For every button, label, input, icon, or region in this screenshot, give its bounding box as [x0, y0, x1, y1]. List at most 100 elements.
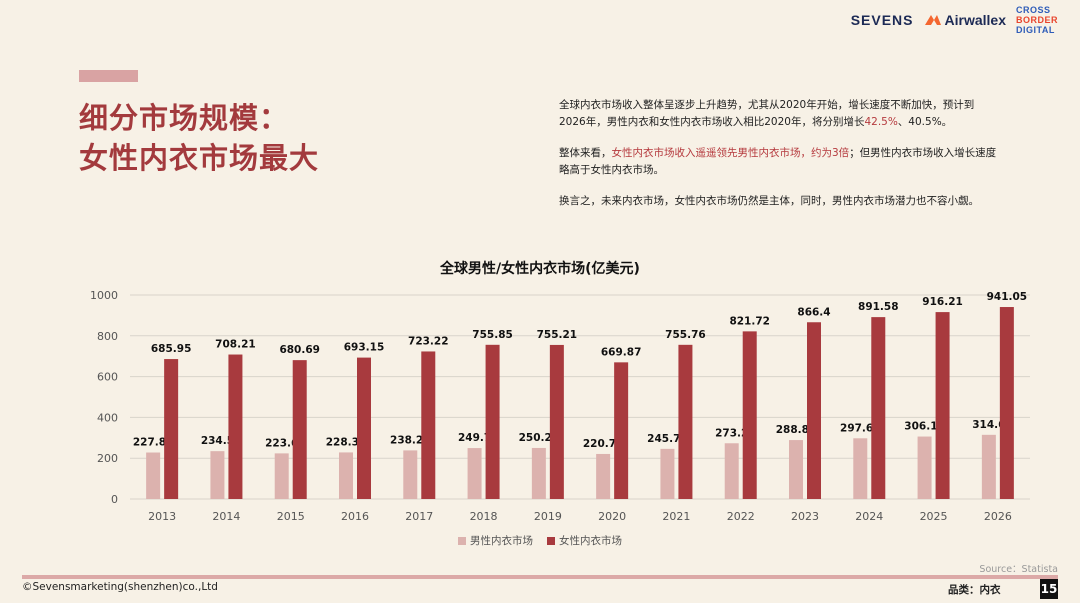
data-label-women: 755.21	[537, 329, 578, 341]
x-tick-label: 2025	[920, 510, 948, 523]
data-label-women: 685.95	[151, 343, 192, 355]
p1-text: 全球内衣市场收入整体呈逐步上升趋势，尤其从2020年开始，增长速度不断加快，预计…	[559, 99, 975, 128]
cross-border-digital-logo: CROSS BORDER DIGITAL	[1016, 5, 1058, 35]
airwallex-logo: Airwallex	[924, 12, 1006, 28]
p1-highlight: 42.5%	[864, 116, 898, 128]
bar-men	[210, 451, 225, 499]
bar-women	[357, 357, 371, 499]
cbd-logo-line3: DIGITAL	[1015, 25, 1055, 35]
data-label-women: 669.87	[601, 346, 642, 358]
data-label-women: 891.58	[858, 301, 899, 313]
description-paragraph-3: 换言之，未来内衣市场，女性内衣市场仍然是主体，同时，男性内衣市场潜力也不容小觑。	[559, 195, 979, 207]
bar-women	[871, 317, 886, 499]
x-tick-label: 2017	[405, 510, 433, 523]
title-accent-bar	[79, 70, 138, 82]
data-label-women: 723.22	[408, 335, 449, 347]
legend-item-men: 男性内衣市场	[458, 533, 533, 548]
bar-women	[935, 312, 950, 499]
x-tick-label: 2016	[341, 510, 369, 523]
y-tick-label: 200	[97, 452, 118, 465]
bar-women	[421, 351, 436, 499]
bar-men	[596, 453, 611, 499]
data-label-men: 306.14	[904, 421, 945, 433]
x-tick-label: 2019	[534, 510, 562, 523]
data-label-women: 941.05	[987, 291, 1028, 303]
bar-men	[789, 440, 803, 499]
bar-men	[274, 453, 289, 499]
legend-swatch-women	[547, 536, 555, 545]
data-label-men: 250.24	[519, 432, 560, 444]
data-label-men: 297.64	[840, 422, 881, 434]
p2-head: 整体来看，	[559, 147, 612, 159]
bar-women	[485, 344, 500, 499]
page-number: 15	[1040, 579, 1058, 599]
bar-men	[660, 448, 675, 499]
x-tick-label: 2018	[470, 510, 498, 523]
x-tick-label: 2020	[598, 510, 626, 523]
legend-item-women: 女性内衣市场	[547, 533, 622, 548]
description-paragraph-2: 整体来看，女性内衣市场收入遥遥领先男性内衣市场，约为3倍；但男性内衣市场收入增长…	[559, 145, 999, 179]
y-tick-label: 600	[97, 371, 118, 384]
data-label-women: 866.4	[797, 306, 830, 318]
bar-men	[917, 436, 932, 499]
bar-women	[807, 322, 821, 499]
description-block: 全球内衣市场收入整体呈逐步上升趋势，尤其从2020年开始，增长速度不断加快，预计…	[559, 97, 999, 224]
airwallex-logo-text: Airwallex	[944, 12, 1006, 28]
y-tick-label: 1000	[90, 289, 118, 302]
bar-women	[228, 354, 243, 499]
data-label-women: 916.21	[922, 296, 963, 308]
bar-women	[614, 362, 629, 499]
data-label-men: 245.75	[647, 433, 688, 445]
chart-legend: 男性内衣市场 女性内衣市场	[0, 533, 1080, 548]
header-logos: SEVENS Airwallex CROSS BORDER DIGITAL	[851, 4, 1058, 36]
cbd-logo-line2: BORDER	[1015, 15, 1058, 25]
y-tick-label: 400	[97, 411, 118, 424]
page-title-line1: 细分市场规模：	[79, 101, 290, 135]
legend-label-women: 女性内衣市场	[559, 535, 622, 547]
cbd-logo-line1: CROSS	[1015, 5, 1051, 15]
x-tick-label: 2022	[727, 510, 755, 523]
bar-women	[164, 359, 179, 499]
legend-swatch-men	[458, 536, 466, 545]
copyright-text: ©Sevensmarketing(shenzhen)co.,Ltd	[22, 581, 218, 593]
p2-highlight: 女性内衣市场收入遥遥领先男性内衣市场，约为3倍	[611, 147, 850, 159]
description-paragraph-1: 全球内衣市场收入整体呈逐步上升趋势，尤其从2020年开始，增长速度不断加快，预计…	[559, 97, 999, 131]
airwallex-mark-icon	[924, 15, 941, 25]
bar-men	[467, 448, 482, 499]
data-label-men: 288.84	[776, 424, 817, 436]
x-tick-label: 2014	[212, 510, 240, 523]
x-tick-label: 2013	[148, 510, 176, 523]
data-label-men: 238.23	[390, 434, 431, 446]
bar-men	[339, 452, 353, 499]
y-tick-label: 0	[111, 493, 118, 506]
data-label-women: 693.15	[344, 342, 385, 354]
p1-tail: 、40.5%。	[897, 116, 953, 128]
bar-women	[999, 307, 1014, 499]
bar-chart: 0 200 400 600 800 1000 227.86 685.95 2013 234.5 70…	[90, 289, 1030, 523]
x-tick-label: 2015	[277, 510, 305, 523]
x-tick-label: 2021	[662, 510, 690, 523]
chart-title: 全球男性/女性内衣市场(亿美元)	[440, 261, 640, 277]
data-label-women: 821.72	[729, 315, 770, 327]
data-label-women: 680.69	[279, 344, 320, 356]
data-label-women: 755.85	[472, 329, 513, 341]
legend-label-men: 男性内衣市场	[470, 535, 533, 547]
bar-women	[292, 360, 307, 499]
data-label-men: 249.7	[458, 432, 491, 444]
bar-men	[853, 438, 868, 499]
data-label-men: 234.5	[201, 435, 234, 447]
footer-divider	[22, 575, 1058, 579]
data-label-men: 227.86	[133, 437, 174, 449]
data-label-men: 223.6	[265, 437, 298, 449]
page-title: 细分市场规模： 女性内衣市场最大	[79, 98, 319, 178]
category-label: 品类：内衣	[948, 584, 1001, 596]
x-tick-label: 2026	[984, 510, 1012, 523]
y-tick-label: 800	[97, 330, 118, 343]
source-note: Source：Statista	[979, 564, 1058, 575]
sevens-logo: SEVENS	[850, 12, 914, 28]
bar-men	[981, 434, 996, 499]
page-title-line2: 女性内衣市场最大	[79, 141, 320, 175]
data-label-women: 755.76	[665, 329, 706, 341]
bar-women	[549, 344, 564, 499]
p2-tail: ；但男性内衣市场收入增长速度略高于女性内衣市场。	[559, 147, 997, 176]
